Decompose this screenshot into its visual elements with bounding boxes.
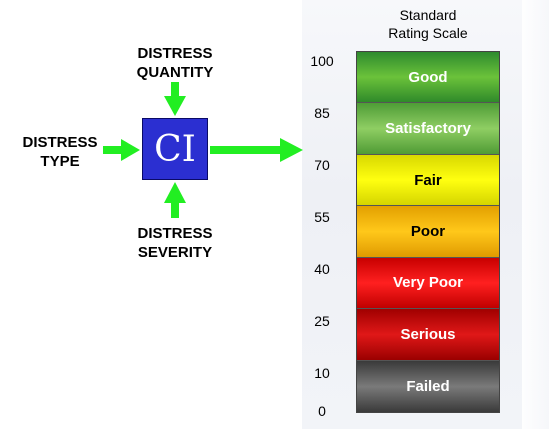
rating-band-label: Serious bbox=[400, 325, 456, 343]
arrow-quantity-shaft bbox=[171, 82, 179, 97]
distress-severity-label: DISTRESS SEVERITY bbox=[124, 224, 226, 262]
distress-type-label: DISTRESS TYPE bbox=[14, 133, 106, 171]
rating-band-label: Poor bbox=[410, 222, 446, 240]
scale-tick-label: 55 bbox=[314, 209, 330, 225]
scale-tick-label: 40 bbox=[314, 261, 330, 277]
scale-background-edge bbox=[522, 0, 549, 429]
distress-quantity-label: DISTRESS QUANTITY bbox=[124, 44, 226, 82]
rating-band-label: Good bbox=[408, 68, 448, 86]
condition-index-box: CI bbox=[142, 118, 208, 180]
arrow-quantity-head bbox=[164, 96, 186, 116]
distress-type-line1: DISTRESS bbox=[22, 134, 98, 151]
condition-index-label: CI bbox=[154, 128, 196, 170]
distress-quantity-line2: QUANTITY bbox=[136, 64, 214, 81]
scale-tick-label: 0 bbox=[318, 403, 326, 419]
scale-tick-label: 100 bbox=[310, 53, 334, 69]
rating-band-label: Satisfactory bbox=[385, 120, 471, 138]
scale-tick-label: 25 bbox=[314, 313, 330, 329]
rating-band-very-poor: Very Poor bbox=[357, 257, 499, 310]
rating-band-label: Fair bbox=[414, 171, 442, 189]
arrow-output-shaft bbox=[210, 146, 282, 154]
arrow-severity-head bbox=[164, 182, 186, 203]
rating-band-fair: Fair bbox=[357, 154, 499, 207]
distress-type-line2: TYPE bbox=[40, 153, 80, 170]
rating-band-label: Very Poor bbox=[392, 274, 464, 292]
arrow-type-head bbox=[121, 139, 140, 161]
arrow-type-shaft bbox=[103, 146, 123, 154]
distress-severity-line1: DISTRESS bbox=[137, 225, 213, 242]
rating-band-satisfactory: Satisfactory bbox=[357, 103, 499, 155]
scale-tick-label: 85 bbox=[314, 105, 330, 121]
rating-scale: Good Satisfactory Fair Poor Very Poor Serious… bbox=[356, 51, 500, 413]
scale-tick-label: 70 bbox=[314, 157, 330, 173]
rating-scale-title-line1: Standard bbox=[399, 7, 457, 23]
arrow-severity-shaft bbox=[171, 202, 179, 218]
scale-tick-label: 10 bbox=[314, 365, 330, 381]
rating-band-good: Good bbox=[357, 52, 499, 104]
rating-band-poor: Poor bbox=[357, 206, 499, 258]
distress-severity-line2: SEVERITY bbox=[137, 244, 213, 261]
rating-band-serious: Serious bbox=[357, 309, 499, 361]
distress-quantity-line1: DISTRESS bbox=[137, 45, 213, 62]
rating-band-failed: Failed bbox=[357, 360, 499, 412]
rating-scale-title: Standard Rating Scale bbox=[356, 6, 500, 42]
rating-scale-title-line2: Rating Scale bbox=[388, 25, 468, 41]
arrow-output-head bbox=[280, 138, 303, 162]
rating-band-label: Failed bbox=[406, 377, 450, 395]
